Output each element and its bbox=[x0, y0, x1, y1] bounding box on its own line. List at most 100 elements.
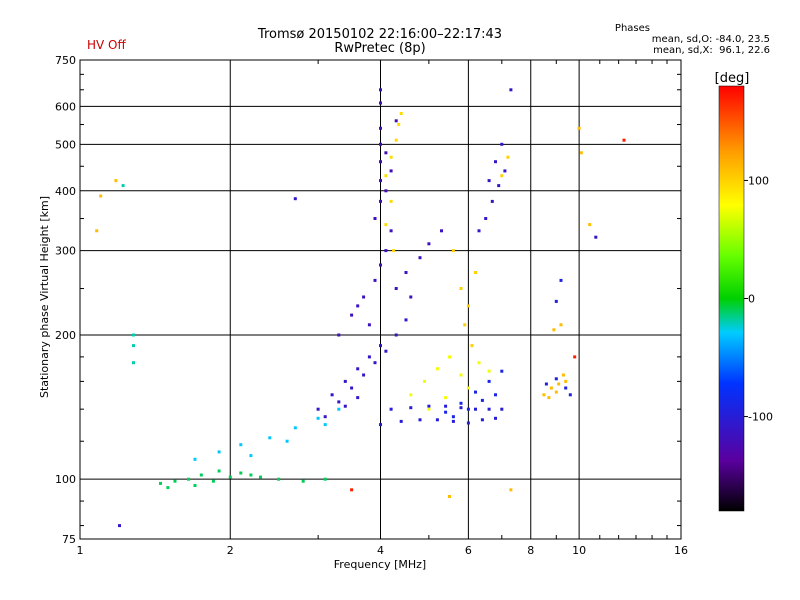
data-point-lowband-E bbox=[193, 484, 197, 487]
data-point-F-trace-mid bbox=[356, 304, 360, 308]
data-point-oblique-flat bbox=[444, 404, 448, 408]
colorbar-ticks: 100 0 -100 bbox=[744, 174, 773, 424]
data-point-yellow-spread bbox=[506, 155, 510, 159]
data-point-yellow-spread bbox=[451, 249, 455, 253]
x-tick-label: 10 bbox=[572, 544, 586, 557]
colorbar-label: [deg] bbox=[715, 71, 750, 86]
y-tick-label: 600 bbox=[55, 100, 76, 113]
data-point-F-trace-mid bbox=[373, 278, 377, 282]
data-point-F-trace-low bbox=[404, 318, 408, 322]
data-point-F-trace-mid bbox=[427, 242, 431, 246]
data-point-lowband-E bbox=[277, 477, 281, 481]
data-point-orange-mid bbox=[423, 379, 426, 383]
y-tick-label: 500 bbox=[55, 138, 76, 151]
data-point-F-trace-mid bbox=[350, 313, 354, 317]
data-point-lowband-E bbox=[228, 475, 232, 479]
data-point-lowband-E bbox=[217, 469, 221, 473]
data-point-oblique-flat bbox=[487, 407, 491, 411]
data-point-stray-yellow bbox=[577, 126, 581, 130]
data-point-lowband-E bbox=[249, 473, 253, 477]
data-point-high-freq-blue bbox=[554, 377, 558, 381]
data-point-yellow-spread bbox=[466, 304, 470, 308]
data-point-stray-red bbox=[622, 138, 626, 142]
data-point-F-trace-high bbox=[373, 217, 377, 220]
data-point-X-trace bbox=[389, 199, 393, 203]
y-tick-label: 750 bbox=[55, 54, 76, 67]
data-point-lowband-E bbox=[173, 479, 177, 483]
data-point-F-trace-low bbox=[343, 404, 347, 408]
data-point-X-trace bbox=[389, 155, 393, 159]
data-point-high-freq bbox=[549, 386, 553, 390]
data-point-high-freq-blue bbox=[554, 299, 558, 303]
data-point-F-trace-mid bbox=[362, 295, 366, 299]
data-point-F-trace-low bbox=[356, 367, 360, 371]
phases-o-stats: mean, sd,O: -84.0, 23.5 bbox=[651, 34, 770, 45]
data-point-F-trace-mid bbox=[384, 249, 388, 253]
data-point-high-freq bbox=[559, 323, 563, 327]
data-point-stray-yellow bbox=[99, 194, 103, 198]
data-point-F-trace-mid bbox=[337, 333, 341, 337]
data-point-lowband-E bbox=[323, 477, 327, 481]
data-point-F-trace-low bbox=[379, 344, 382, 348]
data-point-spread-F bbox=[477, 229, 481, 233]
data-point-oblique-flat bbox=[409, 406, 413, 410]
hv-status-indicator: HV Off bbox=[87, 38, 126, 52]
data-point-stray-cyan bbox=[132, 344, 135, 348]
data-point-F-trace-low bbox=[362, 373, 366, 377]
data-point-lowband-E bbox=[211, 479, 215, 483]
data-point-oblique-flat bbox=[459, 406, 463, 410]
data-point-orange-mid bbox=[487, 369, 491, 373]
grid-lines bbox=[80, 60, 681, 539]
data-point-yellow-spread bbox=[463, 323, 467, 327]
data-point-stray-yellow bbox=[448, 495, 451, 498]
data-point-stray-yellow bbox=[588, 223, 592, 227]
data-point-oblique-rising bbox=[500, 369, 504, 373]
y-tick-label: 200 bbox=[55, 329, 76, 342]
y-tick-label: 75 bbox=[62, 533, 76, 546]
data-point-E-layer-rise bbox=[285, 439, 289, 443]
data-point-F-trace-high bbox=[389, 169, 393, 173]
data-point-spread-F bbox=[503, 169, 507, 173]
data-point-spread-F bbox=[490, 199, 494, 203]
data-point-high-freq-blue bbox=[559, 278, 563, 282]
data-point-lowband-E bbox=[199, 473, 203, 477]
data-point-F-trace-high bbox=[379, 101, 382, 105]
data-point-lowband-E bbox=[259, 475, 262, 479]
y-tick-label: 300 bbox=[55, 245, 76, 258]
y-tick-label: 100 bbox=[55, 473, 76, 486]
data-point-oblique-rising bbox=[444, 410, 448, 414]
data-point-yellow-spread bbox=[459, 287, 463, 290]
data-point-oblique-rising bbox=[474, 390, 477, 394]
data-point-F-trace-low bbox=[356, 396, 360, 400]
data-point-E-layer-rise bbox=[193, 457, 197, 461]
data-point-oblique-flat bbox=[494, 416, 497, 420]
data-point-F-trace-low bbox=[323, 415, 327, 419]
x-tick-label: 16 bbox=[674, 544, 688, 557]
data-point-orange-mid bbox=[466, 386, 470, 390]
data-point-orange-mid bbox=[435, 367, 439, 371]
data-point-high-freq bbox=[547, 396, 551, 400]
data-point-oblique-flat bbox=[427, 404, 431, 408]
data-point-orange-mid bbox=[448, 355, 451, 359]
colorbar-tick-label: 0 bbox=[748, 293, 755, 306]
data-point-oblique-flat bbox=[399, 419, 403, 423]
data-point-oblique-rising bbox=[487, 379, 491, 383]
x-axis-label: Frequency [MHz] bbox=[334, 558, 426, 571]
chart-subtitle: RwPretec (8p) bbox=[334, 41, 426, 56]
data-point-F-trace-low bbox=[350, 386, 354, 390]
data-point-orange-mid bbox=[477, 361, 481, 365]
data-point-oblique-flat bbox=[389, 407, 393, 411]
x-tick-label: 6 bbox=[465, 544, 472, 557]
data-point-stray-yellow bbox=[509, 488, 513, 492]
data-point-lowband-E bbox=[166, 486, 170, 490]
data-point-F-trace-low bbox=[330, 393, 334, 397]
data-point-stray-cyan bbox=[132, 361, 135, 365]
data-point-X-trace bbox=[399, 112, 403, 115]
data-point-F-trace-high bbox=[394, 119, 398, 123]
data-point-high-freq bbox=[561, 373, 565, 377]
data-point-stray-blue bbox=[509, 88, 513, 92]
data-point-F-trace-high bbox=[379, 126, 382, 130]
data-point-yellow-spread bbox=[474, 271, 477, 274]
data-point-stray-blue bbox=[379, 88, 382, 92]
